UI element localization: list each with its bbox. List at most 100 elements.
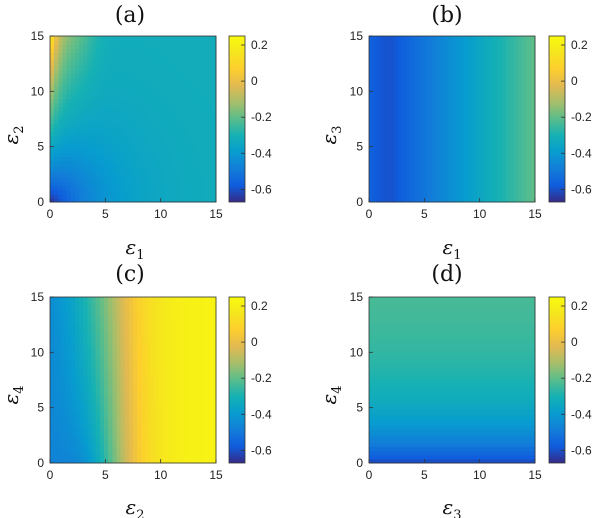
heatmap-cell [137,458,142,464]
heatmap-cell [414,193,420,199]
heatmap-cell [522,185,528,191]
heatmap-cell [83,60,88,66]
heatmap-cell [116,330,122,335]
heatmap-cell [501,189,507,195]
heatmap-cell [427,139,432,145]
heatmap-cell [182,148,188,153]
heatmap-cell [439,114,445,120]
heatmap-cell [112,106,117,112]
heatmap-cell [70,421,76,427]
heatmap-cell [120,56,126,62]
heatmap-cell [439,181,445,186]
heatmap-cell [447,168,453,174]
heatmap-cell [472,193,478,199]
heatmap-cell [510,60,515,66]
heatmap-cell [170,152,176,157]
heatmap-cell [456,40,461,45]
heatmap-cell [369,69,374,74]
heatmap-cell [460,139,466,145]
heatmap-cell [481,73,486,79]
heatmap-cell [124,135,130,141]
heatmap-cell [120,458,126,464]
heatmap-cell [447,181,453,186]
heatmap-cell [157,330,163,335]
heatmap-cell [191,172,196,178]
heatmap-cell [137,114,142,120]
heatmap-cell [170,81,176,87]
heatmap-cell [373,164,378,170]
heatmap-cell [406,156,412,162]
heatmap-cell [162,168,167,174]
heatmap-cell [178,429,184,435]
heatmap-cell [211,156,217,162]
heatmap-cell [369,127,374,133]
heatmap-cell [381,172,387,178]
heatmap-cell [83,375,88,381]
heatmap-cell [186,442,192,447]
heatmap-cell [510,197,515,203]
heatmap-cell [456,172,461,178]
heatmap-cell [526,148,532,153]
heatmap-cell [514,73,519,79]
heatmap-cell [120,148,126,153]
heatmap-cell [182,297,188,302]
heatmap-cell [481,127,486,133]
heatmap-cell [112,44,117,50]
heatmap-cell [485,177,490,182]
heatmap-cell [62,429,68,435]
heatmap-cell [195,139,200,145]
heatmap-cell [526,56,532,62]
heatmap-cell [62,363,68,369]
heatmap-cell [99,152,105,157]
heatmap-cell [418,172,424,178]
heatmap-cell [489,36,495,41]
heatmap-cell [203,425,209,431]
heatmap-cell [468,77,474,83]
heatmap-cell [149,197,155,203]
heatmap-cell [103,85,109,91]
heatmap-cell [120,181,126,186]
heatmap-cell [447,139,453,145]
heatmap-cell [427,73,432,79]
heatmap-cell [472,65,478,70]
heatmap-cell [178,127,184,133]
heatmap-cell [116,160,122,166]
heatmap-cell [174,359,180,364]
heatmap-cell [182,177,188,182]
heatmap-cell [497,52,503,58]
heatmap-cell [427,119,432,124]
heatmap-cell [464,81,470,87]
heatmap-cell [103,48,109,54]
heatmap-cell [447,52,453,58]
heatmap-cell [398,123,403,128]
heatmap-cell [456,181,461,186]
heatmap-cell [195,177,200,182]
heatmap-cell [95,65,101,70]
heatmap-cell [116,409,122,414]
heatmap-cell [186,197,192,203]
heatmap-cell [91,371,97,377]
heatmap-cell [422,77,428,83]
heatmap-cell [95,350,101,356]
heatmap-cell [178,321,184,327]
heatmap-cell [116,363,122,369]
heatmap-cell [149,321,155,327]
heatmap-cell [414,48,420,54]
heatmap-cell [489,65,495,70]
heatmap-cell [385,110,391,116]
heatmap-cell [166,52,171,58]
heatmap-cell [153,94,159,99]
heatmap-cell [153,450,159,456]
heatmap-cell [50,52,55,58]
heatmap-cell [464,139,470,145]
heatmap-cell [91,106,97,112]
heatmap-cell [203,48,209,54]
heatmap-cell [108,409,113,414]
heatmap-cell [369,446,374,452]
heatmap-cell [377,429,383,435]
heatmap-cell [174,371,180,377]
heatmap-cell [182,127,188,133]
heatmap-cell [74,168,80,174]
heatmap-cell [476,148,482,153]
heatmap-cell [149,384,155,389]
